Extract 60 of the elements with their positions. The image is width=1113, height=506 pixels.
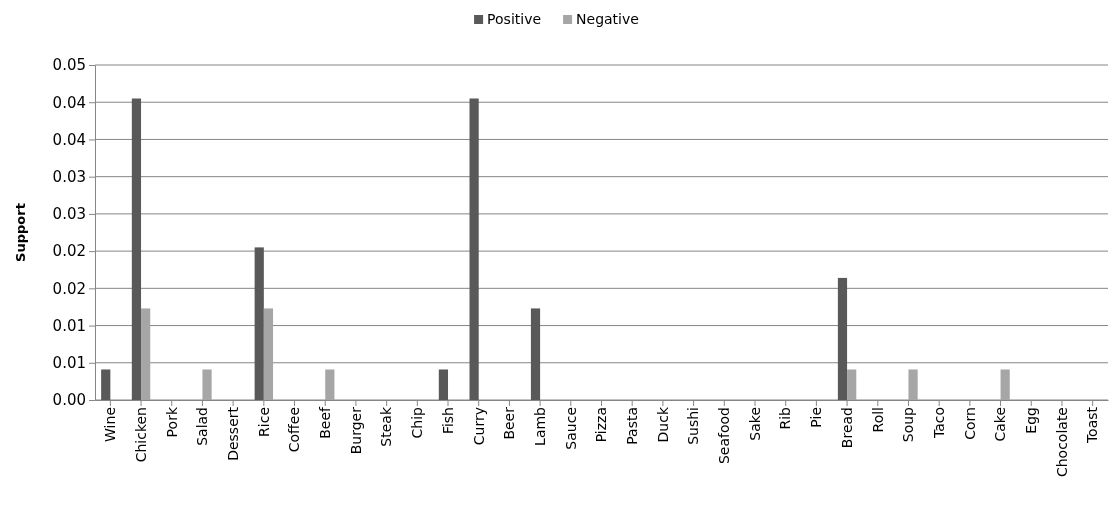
x-tick-label: Soup (900, 406, 917, 443)
x-tick-label: Dessert (224, 406, 241, 461)
bar (847, 369, 857, 400)
x-tick-label: Lamb (531, 406, 548, 446)
bar (263, 308, 274, 400)
bar (438, 369, 449, 400)
x-tick-label: Sake (746, 407, 763, 441)
x-tick-label: Pie (808, 407, 825, 428)
x-tick-label: Pizza (593, 407, 610, 443)
x-tick-label: Roll (869, 407, 886, 433)
x-tick-label: Steak (378, 406, 395, 447)
y-tick-label: 0.04 (52, 130, 86, 149)
x-tick-label: Curry (470, 407, 487, 446)
x-tick-label: Pork (163, 406, 180, 438)
x-tick-label: Burger (347, 406, 364, 455)
x-tick-label: Pasta (624, 407, 640, 445)
x-tick-label: Salad (194, 407, 211, 446)
x-tick-label: Beer (501, 406, 518, 440)
bar (530, 308, 541, 400)
bar (469, 98, 479, 400)
y-tick-label: 0.03 (52, 167, 86, 186)
y-tick-label: 0.01 (52, 354, 86, 373)
legend-label: Positive (487, 11, 542, 27)
bar (325, 369, 335, 400)
bar (1000, 369, 1010, 400)
y-axis-title: Support (13, 203, 28, 262)
x-tick-label: Beef (317, 405, 334, 439)
legend-label: Negative (576, 11, 639, 27)
bar (908, 369, 918, 400)
y-tick-label: 0.02 (52, 242, 86, 261)
y-tick-label: 0.03 (52, 205, 86, 224)
bar (101, 369, 111, 400)
x-tick-label: Wine (102, 407, 119, 442)
bar (254, 247, 264, 400)
bar (131, 98, 142, 400)
bar (837, 277, 848, 400)
bar (141, 308, 151, 400)
y-tick-label: 0.00 (52, 391, 86, 410)
y-tick-label: 0.05 (52, 56, 86, 75)
x-tick-label: Corn (961, 407, 978, 440)
x-tick-label: Toast (1084, 406, 1101, 445)
x-tick-label: Chocolate (1053, 407, 1070, 478)
x-tick-label: Sushi (685, 407, 702, 445)
x-tick-label: Bread (838, 407, 855, 449)
bar (202, 369, 212, 400)
x-tick-label: Chicken (132, 407, 149, 463)
x-tick-label: Duck (654, 406, 671, 443)
x-tick-label: Cake (992, 407, 1009, 442)
x-tick-label: Chip (409, 406, 426, 439)
x-tick-label: Egg (1023, 407, 1040, 434)
x-tick-label: Seafood (716, 407, 733, 465)
x-tick-label: Rib (777, 406, 794, 430)
x-tick-label: Sauce (562, 407, 579, 450)
x-tick-label: Rice (255, 407, 272, 437)
x-tick-label: Taco (930, 407, 947, 440)
y-tick-label: 0.02 (52, 279, 86, 298)
y-tick-label: 0.04 (52, 93, 86, 112)
x-tick-label: Fish (439, 407, 456, 435)
y-tick-label: 0.01 (52, 316, 86, 335)
x-tick-label: Coffee (286, 407, 303, 453)
